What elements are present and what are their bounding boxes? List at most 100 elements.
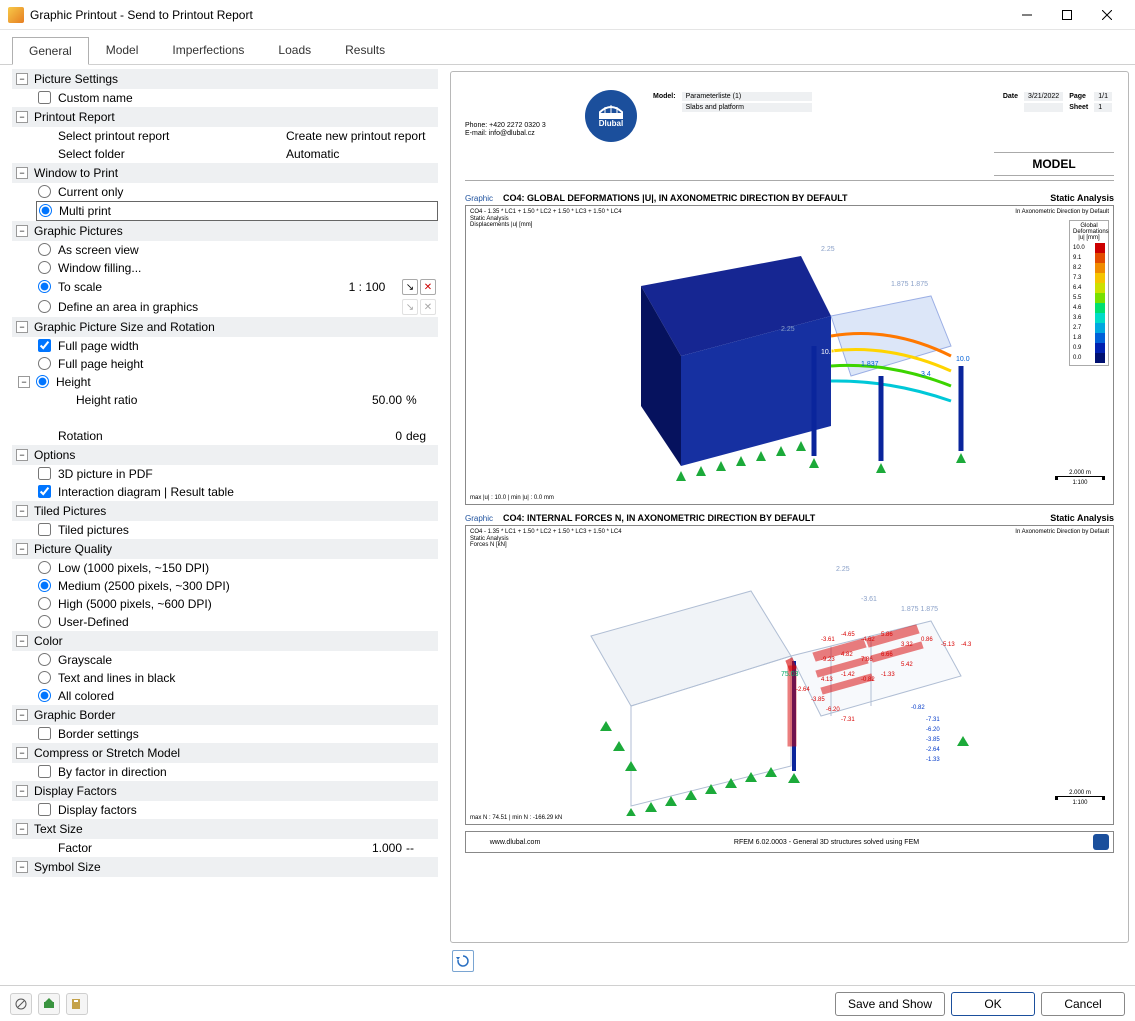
expander-icon[interactable]: − [16,543,28,555]
section-title: Picture Settings [34,72,118,86]
section-title: Graphic Border [34,708,115,722]
minimize-button[interactable] [1007,1,1047,29]
compress-label: By factor in direction [58,765,436,779]
ok-button[interactable]: OK [951,992,1035,1016]
factor-value[interactable]: 1.000 [346,841,406,855]
meta-left: Model:Parameterliste (1) Slabs and platf… [647,90,814,114]
select-folder-label: Select folder [58,147,286,161]
quality-medium-radio[interactable] [38,579,51,592]
expander-icon[interactable]: − [16,861,28,873]
full-width-checkbox[interactable] [38,339,51,352]
save-show-button[interactable]: Save and Show [835,992,945,1016]
height-ratio-unit: % [406,393,436,407]
expander-icon[interactable]: − [16,709,28,721]
contact-email: E-mail: info@dlubal.cz [465,130,575,138]
expander-icon[interactable]: − [16,823,28,835]
expander-icon[interactable]: − [16,747,28,759]
svg-text:2.25: 2.25 [821,246,835,253]
grayscale-radio[interactable] [38,653,51,666]
expander-icon[interactable]: − [16,111,28,123]
tiled-label: Tiled pictures [58,523,436,537]
settings-panel: − Picture Settings Custom name − Printou… [0,65,444,985]
section-color[interactable]: −Color [12,631,438,651]
section-graphic-pictures[interactable]: − Graphic Pictures [12,221,438,241]
height-expander[interactable]: − [18,376,30,388]
define-area-radio[interactable] [38,300,51,313]
maximize-button[interactable] [1047,1,1087,29]
scale-value[interactable]: 1 : 100 [332,279,402,295]
refresh-button[interactable] [452,950,474,972]
svg-text:-1.33: -1.33 [926,757,940,763]
to-scale-radio[interactable] [38,280,51,293]
help-button[interactable] [10,993,32,1015]
height-radio[interactable] [36,375,49,388]
section-quality[interactable]: −Picture Quality [12,539,438,559]
compress-checkbox[interactable] [38,765,51,778]
svg-text:-0.82: -0.82 [911,705,925,711]
section-border[interactable]: −Graphic Border [12,705,438,725]
svg-text:-4.35: -4.35 [961,642,971,648]
section-window-to-print[interactable]: − Window to Print [12,163,438,183]
section-options[interactable]: −Options [12,445,438,465]
current-only-radio[interactable] [38,185,51,198]
quality-low-radio[interactable] [38,561,51,574]
expander-icon[interactable]: − [16,73,28,85]
scale-pick-button[interactable]: ↘ [402,279,418,295]
border-checkbox[interactable] [38,727,51,740]
quality-high-radio[interactable] [38,597,51,610]
svg-text:-4.62: -4.62 [861,637,875,643]
section-picture-settings[interactable]: − Picture Settings [12,69,438,89]
section-symbol-size[interactable]: −Symbol Size [12,857,438,877]
custom-name-checkbox[interactable] [38,91,51,104]
textlines-radio[interactable] [38,671,51,684]
svg-text:-1.42: -1.42 [841,672,855,678]
expander-icon[interactable]: − [16,225,28,237]
factor-unit: -- [406,841,436,855]
expander-icon[interactable]: − [16,505,28,517]
tab-imperfections[interactable]: Imperfections [155,36,261,64]
scale-delete-button[interactable]: ✕ [420,279,436,295]
allcolored-radio[interactable] [38,689,51,702]
tiled-checkbox[interactable] [38,523,51,536]
pdf3d-checkbox[interactable] [38,467,51,480]
tab-results[interactable]: Results [328,36,402,64]
as-screen-radio[interactable] [38,243,51,256]
full-height-radio[interactable] [38,357,51,370]
dlubal-small-icon [1093,834,1109,850]
select-folder-value[interactable]: Automatic [286,147,436,161]
section-tiled[interactable]: −Tiled Pictures [12,501,438,521]
height-ratio-value[interactable]: 50.00 [346,393,406,407]
expander-icon[interactable]: − [16,321,28,333]
tool2-button[interactable] [66,993,88,1015]
section-display-factors[interactable]: −Display Factors [12,781,438,801]
quality-user-radio[interactable] [38,615,51,628]
cancel-button[interactable]: Cancel [1041,992,1125,1016]
expander-icon[interactable]: − [16,635,28,647]
section-printout-report[interactable]: − Printout Report [12,107,438,127]
close-button[interactable] [1087,1,1127,29]
interaction-checkbox[interactable] [38,485,51,498]
section-size-rotation[interactable]: − Graphic Picture Size and Rotation [12,317,438,337]
graphic-2-box: CO4 - 1.35 * LC1 + 1.50 * LC2 + 1.50 * L… [465,525,1114,825]
section-compress[interactable]: −Compress or Stretch Model [12,743,438,763]
window-filling-radio[interactable] [38,261,51,274]
svg-text:4.82: 4.82 [841,652,853,658]
tool1-button[interactable] [38,993,60,1015]
select-report-value[interactable]: Create new printout report [286,129,436,143]
area-pick-button: ↘ [402,299,418,315]
tab-general[interactable]: General [12,37,89,65]
window-filling-label: Window filling... [58,261,436,275]
section-text-size[interactable]: −Text Size [12,819,438,839]
tab-loads[interactable]: Loads [261,36,328,64]
rotation-value[interactable]: 0 [346,429,406,443]
expander-icon[interactable]: − [16,785,28,797]
select-report-label: Select printout report [58,129,286,143]
expander-icon[interactable]: − [16,449,28,461]
display-factors-checkbox[interactable] [38,803,51,816]
tab-model[interactable]: Model [89,36,156,64]
graphic-1: Graphic CO4: GLOBAL DEFORMATIONS |U|, IN… [465,193,1114,505]
multi-print-radio[interactable] [39,204,52,217]
expander-icon[interactable]: − [16,167,28,179]
rotation-label: Rotation [58,429,346,443]
legend-title: Global Deformations |u| [mm] [1073,223,1105,241]
